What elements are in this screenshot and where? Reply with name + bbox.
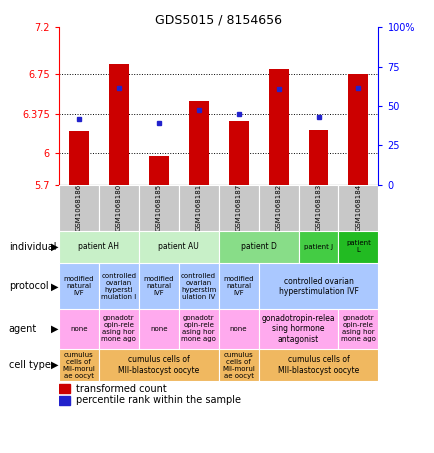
Bar	[138, 185, 178, 231]
Bar	[298, 185, 338, 231]
Text: controlled
ovarian
hyperstim
ulation IV: controlled ovarian hyperstim ulation IV	[181, 273, 216, 300]
Text: none: none	[70, 326, 87, 332]
Bar	[59, 185, 99, 231]
Bar	[148, 156, 168, 185]
Text: modified
natural
IVF: modified natural IVF	[143, 276, 174, 296]
Text: GSM1068185: GSM1068185	[155, 184, 161, 231]
Bar	[298, 231, 338, 263]
Text: controlled ovarian
hyperstimulation IVF: controlled ovarian hyperstimulation IVF	[278, 277, 358, 296]
Bar	[138, 309, 178, 349]
Bar	[338, 231, 378, 263]
Text: none: none	[150, 326, 167, 332]
Bar	[228, 120, 248, 185]
Text: GSM1068183: GSM1068183	[315, 184, 321, 231]
Text: ▶: ▶	[50, 324, 58, 334]
Text: cumulus cells of
MII-blastocyst oocyte: cumulus cells of MII-blastocyst oocyte	[118, 355, 199, 375]
Text: GSM1068186: GSM1068186	[76, 184, 82, 231]
Bar	[59, 396, 70, 405]
Bar	[308, 130, 328, 185]
Bar	[178, 309, 218, 349]
Bar	[99, 185, 138, 231]
Bar	[258, 263, 378, 309]
Text: GSM1068180: GSM1068180	[115, 184, 122, 231]
Text: patient D: patient D	[240, 242, 276, 251]
Text: modified
natural
IVF: modified natural IVF	[223, 276, 253, 296]
Bar	[59, 384, 70, 393]
Text: GSM1068182: GSM1068182	[275, 184, 281, 231]
Bar	[108, 64, 128, 185]
Text: GSM1068181: GSM1068181	[195, 184, 201, 231]
Text: cumulus
cells of
MII-morul
ae oocyt: cumulus cells of MII-morul ae oocyt	[62, 352, 95, 379]
Text: gonadotr
opin-rele
asing hor
mone ago: gonadotr opin-rele asing hor mone ago	[101, 315, 136, 342]
Text: patient J: patient J	[303, 244, 332, 250]
Title: GDS5015 / 8154656: GDS5015 / 8154656	[155, 13, 281, 26]
Bar	[268, 69, 288, 185]
Text: patient
L: patient L	[345, 241, 370, 254]
Bar	[69, 131, 89, 185]
Text: percentile rank within the sample: percentile rank within the sample	[76, 395, 241, 405]
Text: none: none	[229, 326, 247, 332]
Bar	[218, 263, 258, 309]
Bar	[138, 263, 178, 309]
Bar	[99, 349, 218, 381]
Text: ▶: ▶	[50, 281, 58, 291]
Text: GSM1068184: GSM1068184	[355, 184, 361, 231]
Bar	[258, 349, 378, 381]
Text: cumulus
cells of
MII-morul
ae oocyt: cumulus cells of MII-morul ae oocyt	[222, 352, 254, 379]
Text: gonadotr
opin-rele
asing hor
mone ago: gonadotr opin-rele asing hor mone ago	[181, 315, 216, 342]
Bar	[59, 309, 99, 349]
Text: cumulus cells of
MII-blastocyst oocyte: cumulus cells of MII-blastocyst oocyte	[277, 355, 358, 375]
Bar	[99, 309, 138, 349]
Bar	[218, 231, 298, 263]
Text: ▶: ▶	[50, 360, 58, 370]
Bar	[218, 185, 258, 231]
Text: protocol: protocol	[9, 281, 48, 291]
Text: cell type: cell type	[9, 360, 50, 370]
Text: controlled
ovarian
hypersti
mulation I: controlled ovarian hypersti mulation I	[101, 273, 136, 300]
Text: patient AH: patient AH	[78, 242, 119, 251]
Bar	[258, 185, 298, 231]
Text: GSM1068187: GSM1068187	[235, 184, 241, 231]
Bar	[138, 231, 218, 263]
Bar	[348, 74, 368, 185]
Bar	[178, 263, 218, 309]
Bar	[258, 309, 338, 349]
Bar	[188, 101, 208, 185]
Bar	[59, 231, 138, 263]
Bar	[338, 185, 378, 231]
Text: gonadotr
opin-rele
asing hor
mone ago: gonadotr opin-rele asing hor mone ago	[340, 315, 375, 342]
Text: individual: individual	[9, 242, 56, 252]
Bar	[59, 349, 99, 381]
Bar	[59, 263, 99, 309]
Text: gonadotropin-relea
sing hormone
antagonist: gonadotropin-relea sing hormone antagoni…	[261, 314, 335, 344]
Bar	[338, 309, 378, 349]
Text: modified
natural
IVF: modified natural IVF	[63, 276, 94, 296]
Bar	[218, 349, 258, 381]
Text: patient AU: patient AU	[158, 242, 198, 251]
Text: ▶: ▶	[50, 242, 58, 252]
Text: agent: agent	[9, 324, 37, 334]
Bar	[218, 309, 258, 349]
Text: transformed count: transformed count	[76, 384, 167, 394]
Bar	[99, 263, 138, 309]
Bar	[178, 185, 218, 231]
